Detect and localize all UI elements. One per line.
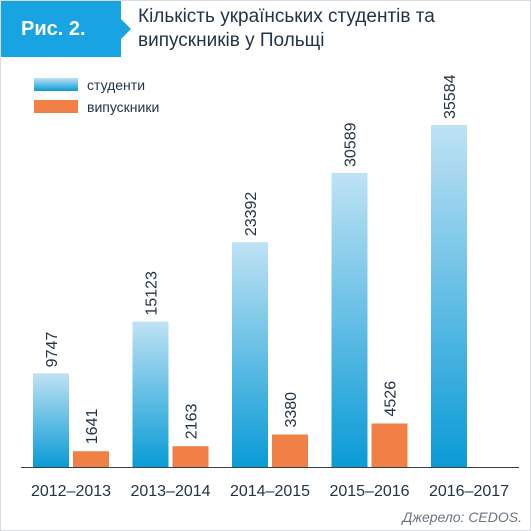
bar-students-2012–2013	[33, 373, 69, 467]
bar-graduates-2014–2015	[272, 434, 308, 467]
bar-graduates-2012–2013	[73, 451, 109, 467]
value-label-graduates-2013–2014: 2163	[184, 404, 201, 440]
bar-graduates-2015–2016	[371, 423, 408, 467]
legend: студенти випускники	[34, 77, 159, 115]
chart-title: Кількість українських студентів та випус…	[138, 6, 435, 51]
value-label-graduates-2012–2013: 1641	[84, 409, 101, 445]
value-labels: 9747 1641 15123 2163 23392 3380 30589 4526 35584	[44, 74, 459, 444]
legend-swatch-students	[34, 78, 78, 91]
x-tick-label-2013–2014: 2013–2014	[130, 483, 210, 500]
legend-swatch-graduates	[34, 100, 78, 113]
bar-students-2015–2016	[331, 173, 368, 467]
bar-students-2014–2015	[232, 242, 268, 467]
bar-students-2016–2017	[431, 125, 467, 467]
value-label-students-2014–2015: 23392	[243, 192, 260, 237]
value-label-students-2013–2014: 15123	[144, 271, 161, 316]
source-note: Джерело: CEDOS.	[402, 509, 522, 525]
bar-graduates-2013–2014	[172, 446, 209, 467]
x-tick-label-2016–2017: 2016–2017	[429, 483, 509, 500]
value-label-graduates-2014–2015: 3380	[283, 392, 300, 428]
value-label-graduates-2015–2016: 4526	[383, 381, 400, 417]
legend-label-graduates: випускники	[87, 99, 159, 115]
x-tick-label-2012–2013: 2012–2013	[31, 483, 111, 500]
x-tick-labels: 2012–2013 2013–2014 2014–2015 2015–2016 2016…	[31, 483, 509, 500]
value-label-students-2012–2013: 9747	[44, 332, 61, 368]
bars	[33, 125, 467, 467]
value-label-students-2016–2017: 35584	[442, 74, 459, 119]
legend-label-students: студенти	[87, 77, 145, 93]
x-tick-label-2015–2016: 2015–2016	[329, 483, 409, 500]
value-label-students-2015–2016: 30589	[343, 122, 360, 167]
bar-students-2013–2014	[132, 321, 169, 467]
figure-label: Рис. 2.	[1, 1, 131, 57]
x-tick-label-2014–2015: 2014–2015	[230, 483, 310, 500]
